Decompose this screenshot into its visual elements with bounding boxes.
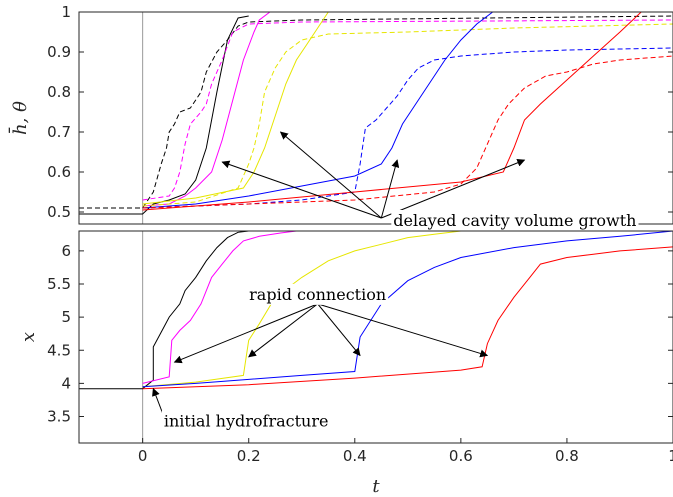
bottom-x-axis-label: t xyxy=(372,476,380,497)
top-annotation-arrow xyxy=(279,131,382,219)
top-y-ticks: 0.5 0.6 0.7 0.8 0.9 1 xyxy=(47,3,673,221)
top-annotation-arrow xyxy=(380,159,400,219)
top-series-line-0 xyxy=(79,15,249,215)
top-y-axis-label: h̄, θ xyxy=(7,101,31,135)
bot-y-tick-label: 4.5 xyxy=(47,341,71,359)
bot-annotation-text: initial hydrofracture xyxy=(164,412,329,431)
bottom-panel: 3.5 4 4.5 5 5.5 6 0 0.2 0.4 0.6 0.8 1 x t rapid co… xyxy=(18,230,673,497)
top-y-tick-label: 0.6 xyxy=(47,163,71,181)
top-series-group xyxy=(79,12,673,215)
bottom-x-ticks: 0 0.2 0.4 0.6 0.8 1 xyxy=(138,438,673,465)
bottom-y-axis-label: x xyxy=(18,332,39,342)
bot-series-line-3 xyxy=(142,231,673,388)
bottom-frame xyxy=(78,230,673,444)
top-y-tick-label: 0.8 xyxy=(47,83,71,101)
bot-y-tick-label: 5 xyxy=(61,308,71,326)
top-series-line-1 xyxy=(79,15,673,209)
top-annotation-arrow xyxy=(221,160,382,219)
bot-series-line-4 xyxy=(142,246,673,390)
bottom-annotations: rapid connection initial hydrofracture xyxy=(152,283,489,432)
top-annotation: delayed cavity volume growth xyxy=(221,131,639,231)
bot-series-line-2 xyxy=(142,231,461,388)
top-annotation-text: delayed cavity volume growth xyxy=(393,211,636,230)
bot-series-line-1 xyxy=(142,231,297,384)
bottom-y-ticks: 3.5 4 4.5 5 5.5 6 xyxy=(47,242,673,426)
bot-annotation-arrow xyxy=(317,303,489,358)
top-series-line-2 xyxy=(142,12,271,207)
bot-series-line-0 xyxy=(79,231,249,390)
bot-annotation-arrow xyxy=(248,303,318,358)
top-series-line-7 xyxy=(142,47,673,209)
bot-y-tick-label: 5.5 xyxy=(47,275,71,293)
top-series-line-9 xyxy=(142,55,673,209)
top-series-line-6 xyxy=(142,12,494,209)
bot-annotation-arrow xyxy=(317,303,361,357)
top-panel: 0.5 0.6 0.7 0.8 0.9 1 h̄, θ delayed cavity vo… xyxy=(7,3,673,231)
top-series-line-5 xyxy=(142,23,673,207)
bot-x-tick-label: 0 xyxy=(138,447,148,465)
top-series-line-8 xyxy=(142,12,642,211)
top-y-tick-label: 1 xyxy=(61,3,71,21)
top-y-tick-label: 0.5 xyxy=(47,203,71,221)
bot-x-tick-label: 0.2 xyxy=(237,447,261,465)
top-frame xyxy=(78,11,673,225)
bot-x-tick-label: 0.6 xyxy=(449,447,473,465)
bot-y-tick-label: 3.5 xyxy=(47,408,71,426)
bot-annotation-bg xyxy=(247,283,389,305)
bot-x-tick-label: 0.8 xyxy=(555,447,579,465)
bottom-series-group xyxy=(79,231,673,390)
top-y-tick-label: 0.9 xyxy=(47,43,71,61)
bot-y-tick-label: 6 xyxy=(61,242,71,260)
top-series-line-4 xyxy=(142,12,329,205)
top-annotation-arrow xyxy=(381,158,526,219)
bot-annotation-text: rapid connection xyxy=(249,285,386,304)
top-y-tick-label: 0.7 xyxy=(47,123,71,141)
bot-x-tick-label: 0.4 xyxy=(343,447,367,465)
bot-x-tick-label: 1 xyxy=(668,447,673,465)
top-series-line-3 xyxy=(142,19,673,201)
top-annotation-bg xyxy=(391,210,639,231)
bot-y-tick-label: 4 xyxy=(61,374,71,392)
bot-annotation-arrow xyxy=(173,303,318,364)
bot-annotation-bg xyxy=(161,410,331,432)
